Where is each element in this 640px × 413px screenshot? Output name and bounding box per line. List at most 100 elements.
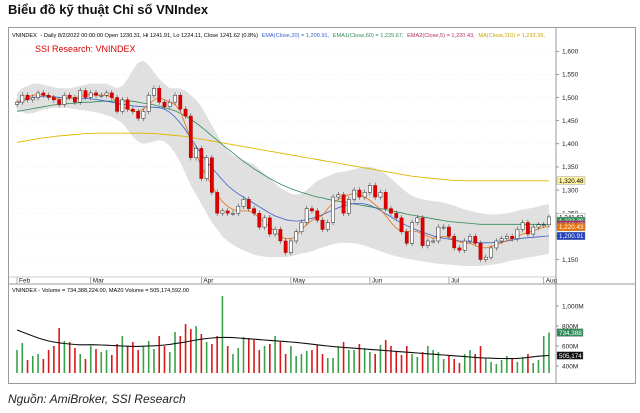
- price-tag-box: [556, 176, 586, 185]
- candle: [246, 199, 251, 209]
- volume-bar: [411, 354, 413, 373]
- volume-bar: [363, 348, 366, 373]
- volume-bar: [21, 343, 24, 373]
- candle: [262, 217, 267, 228]
- chart-watermark: SSI Research: VNINDEX: [35, 44, 136, 54]
- candle: [257, 212, 262, 228]
- candle: [46, 94, 51, 98]
- candle: [88, 92, 93, 98]
- volume-bar: [79, 354, 82, 373]
- price-y-tick-label: 1,500: [562, 95, 579, 102]
- volume-bar: [126, 346, 129, 373]
- volume-bar: [548, 332, 550, 373]
- volume-ma20-line: [16, 329, 550, 360]
- candle: [373, 185, 378, 198]
- legend-ema5: EMA2(Close,5) = 1,220.43,: [407, 33, 475, 39]
- x-tick-label: Aug: [546, 278, 558, 285]
- volume-bar: [458, 363, 461, 373]
- ema20-line: [16, 95, 550, 244]
- ma110-line: [16, 132, 549, 182]
- chart-frame: VNINDEX - Daily 8/2/2022 00:00:00 Open 1…: [8, 27, 636, 384]
- volume-bar: [53, 346, 55, 373]
- volume-bar: [384, 340, 387, 373]
- candle: [473, 236, 478, 244]
- volume-bar: [274, 336, 276, 373]
- candle: [462, 240, 467, 251]
- candle: [547, 216, 551, 226]
- candle: [425, 240, 430, 246]
- candle: [73, 97, 77, 103]
- volume-bar: [337, 346, 340, 373]
- candle: [357, 189, 362, 198]
- candle: [510, 236, 515, 239]
- candle: [36, 92, 40, 98]
- candle: [57, 99, 62, 105]
- volume-bar: [279, 342, 282, 373]
- candle: [289, 240, 293, 253]
- candle: [341, 194, 346, 214]
- candle: [194, 148, 198, 158]
- volume-bar: [469, 350, 471, 373]
- volume-bar: [190, 329, 192, 373]
- volume-bar: [37, 354, 39, 373]
- volume-bar: [47, 350, 50, 373]
- candle: [278, 229, 283, 242]
- candle: [520, 222, 525, 230]
- volume-bar: [179, 336, 182, 373]
- volume-y-tick-label: 600M: [562, 343, 578, 350]
- volume-y-tick-label: 400M: [562, 363, 578, 370]
- candle: [130, 108, 135, 112]
- volume-bar: [153, 349, 155, 373]
- price-y-tick-label: 1,350: [562, 164, 579, 171]
- price-tag-box: [556, 231, 586, 240]
- volume-bar: [247, 338, 250, 373]
- volume-bar: [427, 346, 429, 373]
- candle: [83, 90, 88, 98]
- volume-bar: [326, 358, 329, 373]
- candle: [489, 247, 493, 258]
- volume-bar: [379, 345, 382, 373]
- price-y-tick-label: 1,400: [562, 141, 579, 148]
- volume-bar: [348, 350, 350, 373]
- volume-bar: [42, 359, 45, 373]
- candle: [115, 97, 119, 112]
- volume-bar: [506, 356, 508, 373]
- volume-panel: 1,000M 800M 600M 400M 734,388 505,174: [16, 296, 584, 373]
- volume-bar: [26, 360, 29, 373]
- candle: [173, 94, 177, 103]
- volume-bar: [16, 350, 18, 373]
- volume-bar: [105, 350, 108, 373]
- candle: [30, 97, 35, 101]
- volume-bar: [416, 357, 419, 373]
- candle: [215, 192, 220, 214]
- volume-bar: [111, 355, 113, 373]
- volume-bar: [147, 341, 150, 373]
- candle: [20, 94, 25, 103]
- candle: [536, 224, 541, 228]
- volume-bar: [253, 340, 255, 373]
- volume-bar: [184, 324, 187, 373]
- candle: [78, 90, 83, 103]
- volume-bar: [116, 344, 118, 373]
- price-panel: 1,6001,5501,5001,4501,4001,3501,3001,250…: [14, 49, 586, 285]
- candle: [494, 240, 499, 249]
- candle: [109, 92, 114, 98]
- x-tick-label: Feb: [19, 278, 31, 285]
- legend-ema60: EMA1(Close,60) = 1,225.67,: [333, 33, 404, 39]
- volume-bar: [437, 352, 440, 373]
- candle: [399, 217, 404, 232]
- legend-ma110: MA(Close,110) = 1,233.39,: [478, 33, 545, 39]
- volume-bar: [158, 336, 161, 373]
- volume-bar: [74, 348, 76, 373]
- candle: [383, 192, 388, 209]
- candle: [526, 222, 530, 235]
- candle: [183, 108, 188, 117]
- candle: [457, 247, 462, 251]
- price-symbol: VNINDEX: [12, 33, 37, 39]
- candle: [420, 217, 425, 246]
- volume-bar: [258, 350, 261, 373]
- volume-bar: [332, 358, 334, 373]
- candle: [283, 240, 288, 253]
- volume-bar: [58, 328, 60, 373]
- candle: [515, 229, 520, 239]
